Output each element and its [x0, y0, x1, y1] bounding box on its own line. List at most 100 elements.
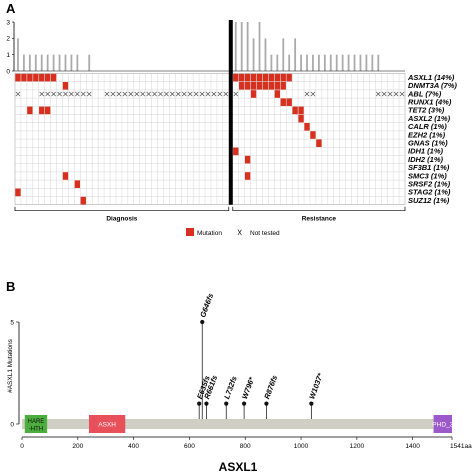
mutation-cell — [298, 114, 304, 123]
mutation-cell — [292, 106, 298, 115]
not-tested-mark — [199, 91, 205, 97]
gene-label: TET2 (3%) — [408, 106, 445, 115]
x-tick-label: 600 — [184, 443, 195, 450]
mutation-cell — [233, 147, 239, 156]
mutation-label: W1037* — [307, 371, 325, 400]
bar-count-axis: 0 1 2 3 — [6, 19, 405, 75]
mutation-count-bar — [64, 54, 67, 71]
mutation-cell — [262, 82, 269, 90]
not-tested-mark — [310, 91, 316, 97]
not-tested-mark — [164, 91, 169, 97]
mutation-count-bar — [377, 54, 380, 71]
mutation-cell — [244, 73, 251, 82]
mutation-cell — [304, 123, 310, 131]
not-tested-mark — [140, 91, 146, 97]
mutation-count-bars — [17, 22, 380, 71]
mutation-cell — [274, 82, 280, 90]
gene-label: CALR (1%) — [408, 122, 447, 131]
not-tested-mark — [375, 91, 381, 97]
mutation-count-bar — [282, 38, 285, 71]
domain-label: ASXH — [98, 422, 116, 429]
mutation-count-bar — [23, 54, 25, 71]
protein-domain — [88, 415, 126, 433]
mutation-cell — [286, 98, 292, 106]
mutation-count-bar — [258, 22, 261, 71]
gene-label: SUZ12 (1%) — [408, 196, 450, 205]
mutation-count-bar — [318, 54, 320, 71]
gene-label: ASXL1 (14%) — [407, 73, 455, 82]
mutation-cell — [268, 82, 275, 90]
not-tested-mark — [134, 91, 140, 97]
mutation-cell — [27, 73, 33, 82]
mutation-label: R876fs — [262, 374, 279, 400]
mutation-cell — [250, 90, 257, 98]
mutation-count-bar — [52, 54, 55, 71]
mutation-label: L732fs — [222, 375, 239, 400]
x-tick-label: 200 — [72, 443, 83, 450]
mutation-count-bar — [34, 54, 37, 71]
x-end-label: 1541aa — [450, 443, 472, 450]
gene-label: ASXL2 (1%) — [407, 114, 451, 123]
not-tested-mark — [181, 91, 187, 97]
mutation-cell — [274, 73, 280, 82]
not-tested-mark — [304, 91, 310, 97]
mutation-cell — [298, 106, 304, 115]
mutation-cell — [244, 155, 251, 164]
y-tick-label: 5 — [10, 319, 14, 326]
lollipop-head — [264, 401, 269, 406]
lollipop-stems — [197, 319, 314, 419]
lollipop-head — [200, 319, 205, 325]
mutation-cell — [316, 139, 322, 147]
mutation-count-bar — [353, 54, 356, 71]
mutation-cell — [50, 73, 57, 82]
not-tested-mark — [193, 91, 199, 97]
mutation-count-bar — [347, 54, 350, 71]
panel-b-label: B — [6, 279, 15, 294]
mutation-cell — [280, 98, 286, 106]
mutation-cell — [21, 73, 27, 82]
protein-backbone: HARE -HTH ASXH PHD_3 — [22, 415, 454, 433]
not-tested-mark — [381, 91, 387, 97]
mutation-cell — [62, 82, 69, 90]
domain-label: PHD_3 — [432, 422, 453, 429]
domain-label: -HTH — [29, 427, 43, 433]
lollipop-head — [242, 401, 247, 406]
mutation-count-bar — [306, 54, 308, 71]
mutation-cell — [310, 131, 316, 139]
mutation-cell — [233, 73, 239, 82]
mutation-label: W796* — [240, 375, 257, 400]
not-tested-mark — [110, 91, 116, 97]
bar-axis-tick-label: 2 — [6, 36, 10, 43]
group-label: Resistance — [302, 216, 337, 223]
y-tick-label: 0 — [10, 421, 14, 428]
not-tested-mark — [205, 91, 211, 97]
mutation-count-bar — [88, 54, 91, 71]
not-tested-mark — [39, 91, 45, 97]
panel-a-label: A — [6, 1, 16, 16]
group-label: Diagnosis — [106, 216, 137, 223]
not-tested-mark — [116, 91, 122, 97]
mutation-cell — [44, 106, 51, 115]
mutation-count-bar — [76, 54, 79, 71]
protein-domain — [24, 415, 48, 433]
lollipop-head — [224, 401, 229, 406]
mutation-count-bar — [276, 54, 279, 71]
mutation-cell — [280, 82, 286, 90]
mutation-count-bar — [264, 38, 267, 71]
lollipop-head — [309, 401, 314, 406]
not-tested-mark — [86, 91, 92, 97]
mutation-count-bar — [365, 54, 368, 71]
mutation-cell — [256, 73, 263, 82]
mutation-label: G646fs — [198, 292, 215, 319]
gene-label: IDH2 (1%) — [408, 155, 444, 164]
mutation-cell — [74, 180, 81, 188]
legend-not-tested-label: Not tested — [250, 230, 280, 237]
not-tested-mark — [128, 91, 134, 97]
mutation-count-bar — [17, 38, 19, 71]
not-tested-mark — [75, 91, 80, 97]
gene-label: SMC3 (1%) — [408, 171, 447, 180]
mutation-cell — [268, 73, 275, 82]
mutation-cell — [286, 73, 292, 82]
gene-labels: ASXL1 (14%)DNMT3A (7%)ABL (7%)RUNX1 (4%)… — [407, 73, 457, 205]
